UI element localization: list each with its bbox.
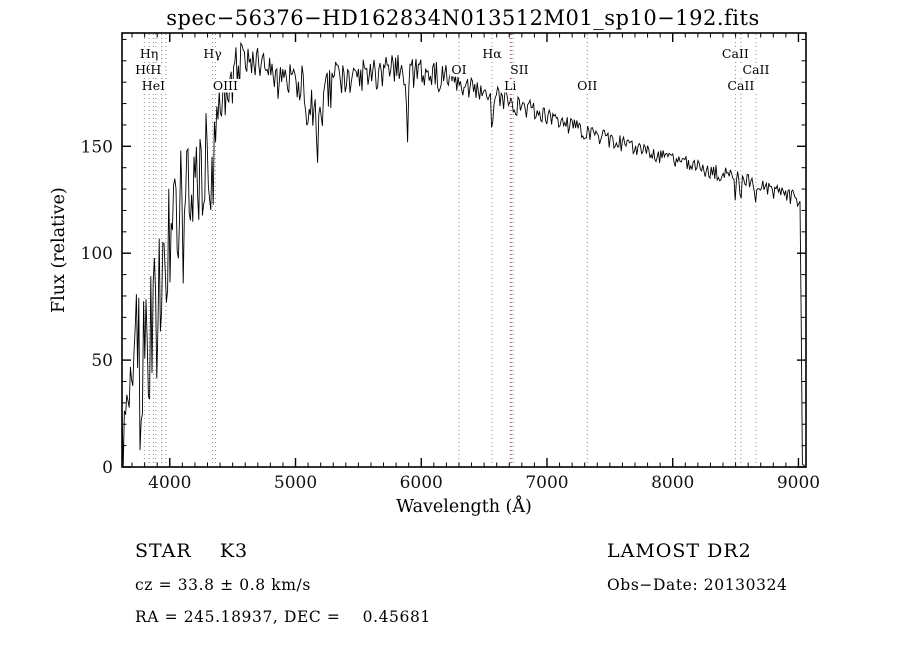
svg-text:H: H <box>150 62 161 77</box>
svg-text:OI: OI <box>451 62 466 77</box>
svg-text:SII: SII <box>510 62 529 77</box>
svg-text:CaII: CaII <box>722 46 749 61</box>
y-axis-label: Flux (relative) <box>49 187 69 313</box>
line-markers <box>143 34 757 466</box>
svg-text:9000: 9000 <box>777 473 820 493</box>
svg-text:6000: 6000 <box>400 473 443 493</box>
svg-text:7000: 7000 <box>525 473 568 493</box>
plot-title: spec−56376−HD162834N013512M01_sp10−192.f… <box>166 6 760 30</box>
svg-text:Hγ: Hγ <box>203 46 221 61</box>
svg-text:150: 150 <box>81 137 113 157</box>
svg-text:4000: 4000 <box>148 473 191 493</box>
svg-text:50: 50 <box>91 351 113 371</box>
svg-text:Hα: Hα <box>482 46 502 61</box>
svg-text:OIII: OIII <box>213 78 238 93</box>
svg-text:CaII: CaII <box>743 62 770 77</box>
x-axis-label: Wavelength (Å) <box>396 497 532 517</box>
survey-release-text: LAMOST DR2 <box>607 540 752 562</box>
svg-text:HeI: HeI <box>142 78 165 93</box>
axes-frame <box>121 32 807 468</box>
svg-text:Hη: Hη <box>140 46 158 61</box>
object-type-text: STAR K3 <box>135 540 249 562</box>
svg-text:Hθ: Hθ <box>135 62 153 77</box>
redshift-velocity-text: cz = 33.8 ± 0.8 km/s <box>135 576 311 594</box>
spectrum-trace <box>121 41 805 468</box>
obs-date-text: Obs−Date: 20130324 <box>607 576 788 594</box>
svg-text:100: 100 <box>81 244 113 264</box>
svg-text:OII: OII <box>577 78 597 93</box>
svg-text:Li: Li <box>504 78 516 93</box>
svg-text:CaII: CaII <box>727 78 754 93</box>
tick-labels: 4000 5000 6000 7000 8000 9000 0 50 100 150 <box>81 137 821 493</box>
ra-dec-text: RA = 245.18937, DEC = 0.45681 <box>135 608 431 626</box>
svg-text:8000: 8000 <box>651 473 694 493</box>
svg-text:0: 0 <box>102 458 113 478</box>
svg-text:5000: 5000 <box>274 473 317 493</box>
